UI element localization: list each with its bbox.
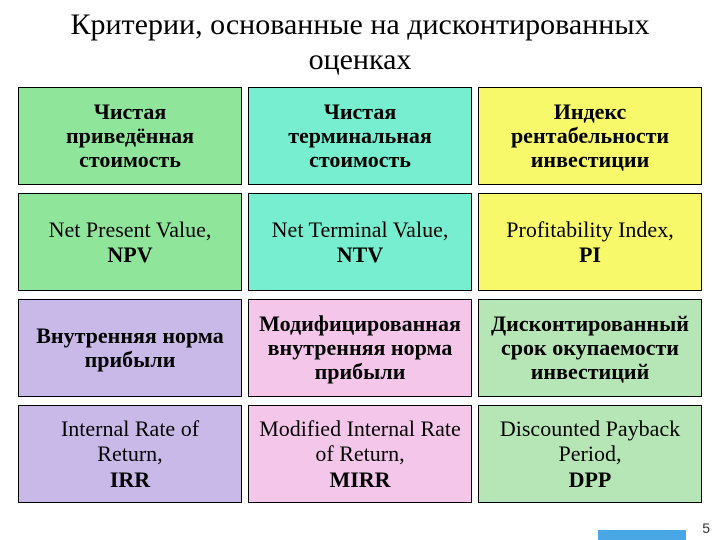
en-text: Modified Internal Rate of Return, <box>259 416 461 466</box>
accent-bar <box>598 530 686 540</box>
label-en: Internal Rate of Return,IRR <box>27 416 233 492</box>
cell-mirr-en: Modified Internal Rate of Return,MIRR <box>248 405 472 503</box>
en-text: Net Terminal Value, <box>272 217 449 242</box>
label-ru: Модифицированная внутренняя норма прибыл… <box>257 312 463 385</box>
cell-ntv-en: Net Terminal Value,NTV <box>248 193 472 291</box>
label-en: Modified Internal Rate of Return,MIRR <box>257 416 463 492</box>
cell-npv-en: Net Present Value,NPV <box>18 193 242 291</box>
cell-npv-ru: Чистая приведённая стоимость <box>18 87 242 185</box>
label-en: Net Terminal Value,NTV <box>272 217 449 268</box>
abbr: PI <box>579 242 601 267</box>
slide: Критерии, основанные на дисконтированных… <box>0 0 720 540</box>
en-text: Discounted Payback Period, <box>500 416 680 466</box>
abbr: NTV <box>337 242 383 267</box>
label-ru: Индекс рентабельности инвестиции <box>487 100 693 173</box>
slide-title: Критерии, основанные на дисконтированных… <box>14 8 706 77</box>
page-number: 5 <box>702 520 710 536</box>
label-en: Profitability Index,PI <box>506 217 673 268</box>
cell-ntv-ru: Чистая терминальная стоимость <box>248 87 472 185</box>
en-text: Internal Rate of Return, <box>61 416 199 466</box>
label-en: Discounted Payback Period,DPP <box>487 416 693 492</box>
cell-dpp-ru: Дисконтированный срок окупаемости инвест… <box>478 299 702 397</box>
en-text: Profitability Index, <box>506 217 673 242</box>
label-ru: Чистая терминальная стоимость <box>257 100 463 173</box>
cell-dpp-en: Discounted Payback Period,DPP <box>478 405 702 503</box>
cell-irr-ru: Внутренняя норма прибыли <box>18 299 242 397</box>
label-ru: Внутренняя норма прибыли <box>27 324 233 372</box>
cell-pi-ru: Индекс рентабельности инвестиции <box>478 87 702 185</box>
cell-pi-en: Profitability Index,PI <box>478 193 702 291</box>
abbr: NPV <box>107 242 152 267</box>
cell-mirr-ru: Модифицированная внутренняя норма прибыл… <box>248 299 472 397</box>
label-ru: Чистая приведённая стоимость <box>27 100 233 173</box>
en-text: Net Present Value, <box>49 217 212 242</box>
label-ru: Дисконтированный срок окупаемости инвест… <box>487 312 693 385</box>
label-en: Net Present Value,NPV <box>49 217 212 268</box>
criteria-grid: Чистая приведённая стоимость Чистая терм… <box>14 87 706 503</box>
abbr: DPP <box>569 467 612 492</box>
abbr: MIRR <box>329 467 390 492</box>
cell-irr-en: Internal Rate of Return,IRR <box>18 405 242 503</box>
abbr: IRR <box>110 467 150 492</box>
